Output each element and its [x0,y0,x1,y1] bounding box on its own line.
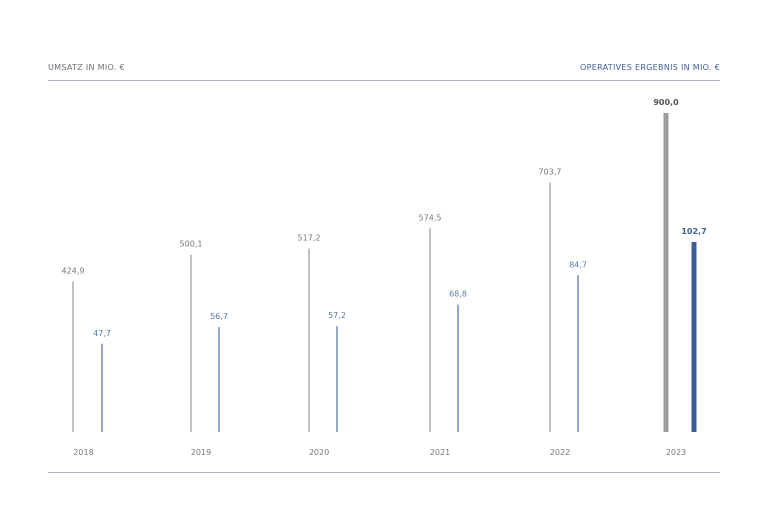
revenue-label-2023: 900,0 [653,98,679,107]
operating-result-label-2020: 57,2 [328,311,346,320]
revenue-label-2022: 703,7 [539,168,562,177]
operating-result-label-2023: 102,7 [681,227,706,236]
operating-result-label-2022: 84,7 [569,260,587,269]
operating-result-label-2019: 56,7 [210,312,228,321]
top-rule [48,80,720,81]
revenue-label-2019: 500,1 [180,240,203,249]
revenue-label-2021: 574,5 [419,213,442,222]
year-label-2018: 2018 [73,448,93,457]
revenue-label-2020: 517,2 [298,234,321,243]
year-label-2021: 2021 [430,448,450,457]
revenue-axis-title: UMSATZ IN MIO. € [48,63,125,72]
year-label-2020: 2020 [309,448,329,457]
year-label-2022: 2022 [550,448,570,457]
operating-result-label-2018: 47,7 [93,329,111,338]
operating-result-axis-title: OPERATIVES ERGEBNIS IN MIO. € [580,63,720,72]
operating-result-label-2021: 68,8 [449,290,467,299]
bottom-rule [48,472,720,473]
year-label-2019: 2019 [191,448,211,457]
revenue-label-2018: 424,9 [62,266,85,275]
year-label-2023: 2023 [666,448,686,457]
